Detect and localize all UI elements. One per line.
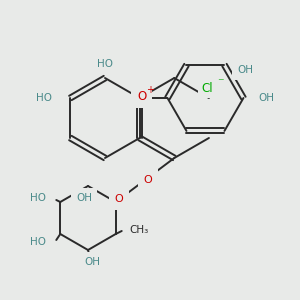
Text: ⁻: ⁻ bbox=[217, 76, 223, 89]
Text: OH: OH bbox=[76, 193, 92, 203]
Text: CH₃: CH₃ bbox=[130, 225, 149, 235]
Text: HO: HO bbox=[97, 59, 113, 69]
Text: OH: OH bbox=[84, 257, 100, 267]
Text: HO: HO bbox=[30, 193, 46, 203]
Text: O: O bbox=[144, 175, 152, 185]
Text: OH: OH bbox=[259, 93, 275, 103]
Text: HO: HO bbox=[36, 93, 52, 103]
Text: O: O bbox=[137, 89, 146, 103]
Text: OH: OH bbox=[238, 65, 254, 75]
Text: +: + bbox=[146, 85, 154, 95]
Text: O: O bbox=[114, 194, 123, 204]
Text: Cl: Cl bbox=[201, 82, 213, 94]
Text: HO: HO bbox=[30, 237, 46, 247]
